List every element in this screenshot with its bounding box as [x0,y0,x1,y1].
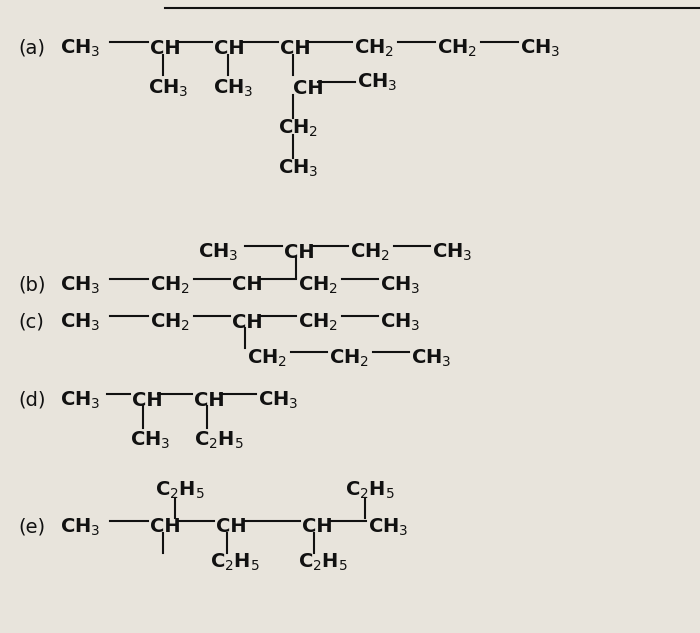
Text: C$_2$H$_5$: C$_2$H$_5$ [194,429,244,451]
Text: CH$_3$: CH$_3$ [411,348,452,368]
Text: CH$_3$: CH$_3$ [60,274,100,296]
Text: CH$_3$: CH$_3$ [380,274,421,296]
Text: CH$_3$: CH$_3$ [148,77,188,99]
Text: CH$_2$: CH$_2$ [150,274,190,296]
Text: CH$_2$: CH$_2$ [350,241,390,263]
Text: CH$_3$: CH$_3$ [60,37,100,59]
Text: (e): (e) [18,518,45,537]
Text: CH: CH [232,313,262,332]
Text: CH$_3$: CH$_3$ [278,158,318,179]
Text: CH: CH [293,78,323,97]
Text: CH$_3$: CH$_3$ [60,311,100,333]
Text: CH: CH [302,518,332,537]
Text: (c): (c) [18,313,44,332]
Text: CH: CH [150,39,181,58]
Text: (a): (a) [18,39,45,58]
Text: C$_2$H$_5$: C$_2$H$_5$ [155,479,205,501]
Text: CH: CH [194,391,225,410]
Text: CH$_3$: CH$_3$ [60,517,100,537]
Text: CH: CH [280,39,311,58]
Text: CH: CH [216,518,246,537]
Text: CH$_2$: CH$_2$ [437,37,477,59]
Text: C$_2$H$_5$: C$_2$H$_5$ [298,551,348,573]
Text: CH$_2$: CH$_2$ [278,117,318,139]
Text: CH$_3$: CH$_3$ [130,429,170,451]
Text: CH: CH [132,391,162,410]
Text: CH$_3$: CH$_3$ [432,241,472,263]
Text: (b): (b) [18,275,46,294]
Text: CH$_3$: CH$_3$ [520,37,561,59]
Text: CH: CH [284,242,314,261]
Text: CH$_3$: CH$_3$ [213,77,253,99]
Text: C$_2$H$_5$: C$_2$H$_5$ [210,551,260,573]
Text: CH$_3$: CH$_3$ [258,389,298,411]
Text: CH$_3$: CH$_3$ [368,517,408,537]
Text: CH$_3$: CH$_3$ [380,311,421,333]
Text: CH$_3$: CH$_3$ [357,72,398,92]
Text: CH$_2$: CH$_2$ [329,348,369,368]
Text: CH$_2$: CH$_2$ [247,348,287,368]
Text: CH: CH [214,39,244,58]
Text: CH$_3$: CH$_3$ [198,241,239,263]
Text: CH: CH [232,275,262,294]
Text: CH$_2$: CH$_2$ [150,311,190,333]
Text: CH$_2$: CH$_2$ [298,311,338,333]
Text: CH: CH [150,518,181,537]
Text: C$_2$H$_5$: C$_2$H$_5$ [345,479,395,501]
Text: CH$_3$: CH$_3$ [60,389,100,411]
Text: (d): (d) [18,391,46,410]
Text: CH$_2$: CH$_2$ [298,274,338,296]
Text: CH$_2$: CH$_2$ [354,37,394,59]
